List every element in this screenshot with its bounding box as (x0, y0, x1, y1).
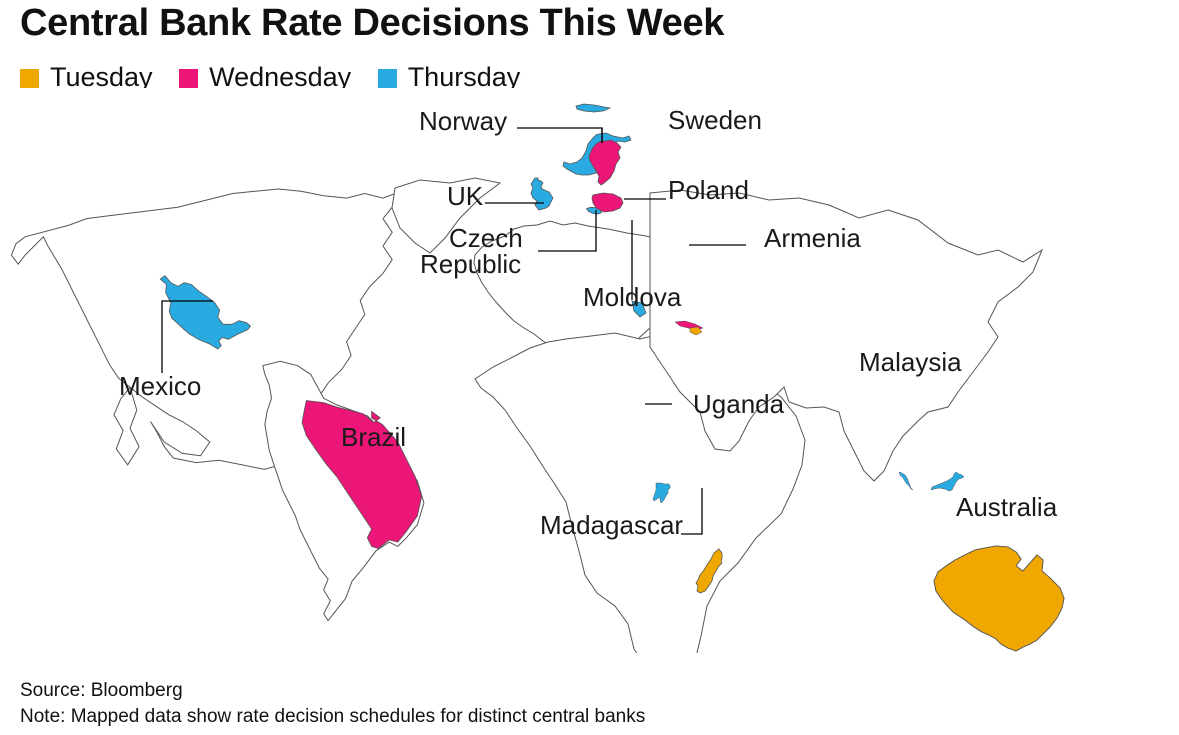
svg-text:UK: UK (447, 181, 484, 211)
svg-text:Madagascar: Madagascar (540, 510, 683, 540)
svg-text:Armenia: Armenia (764, 223, 861, 253)
svg-text:Australia: Australia (956, 492, 1058, 522)
svg-text:Uganda: Uganda (693, 389, 785, 419)
svg-text:Malaysia: Malaysia (859, 347, 962, 377)
svg-text:Republic: Republic (420, 249, 521, 279)
svg-text:Norway: Norway (419, 106, 507, 136)
svg-text:Mexico: Mexico (119, 371, 201, 401)
svg-text:Poland: Poland (668, 175, 749, 205)
svg-text:Moldova: Moldova (583, 282, 682, 312)
svg-text:Sweden: Sweden (668, 105, 762, 135)
svg-text:Brazil: Brazil (341, 422, 406, 452)
